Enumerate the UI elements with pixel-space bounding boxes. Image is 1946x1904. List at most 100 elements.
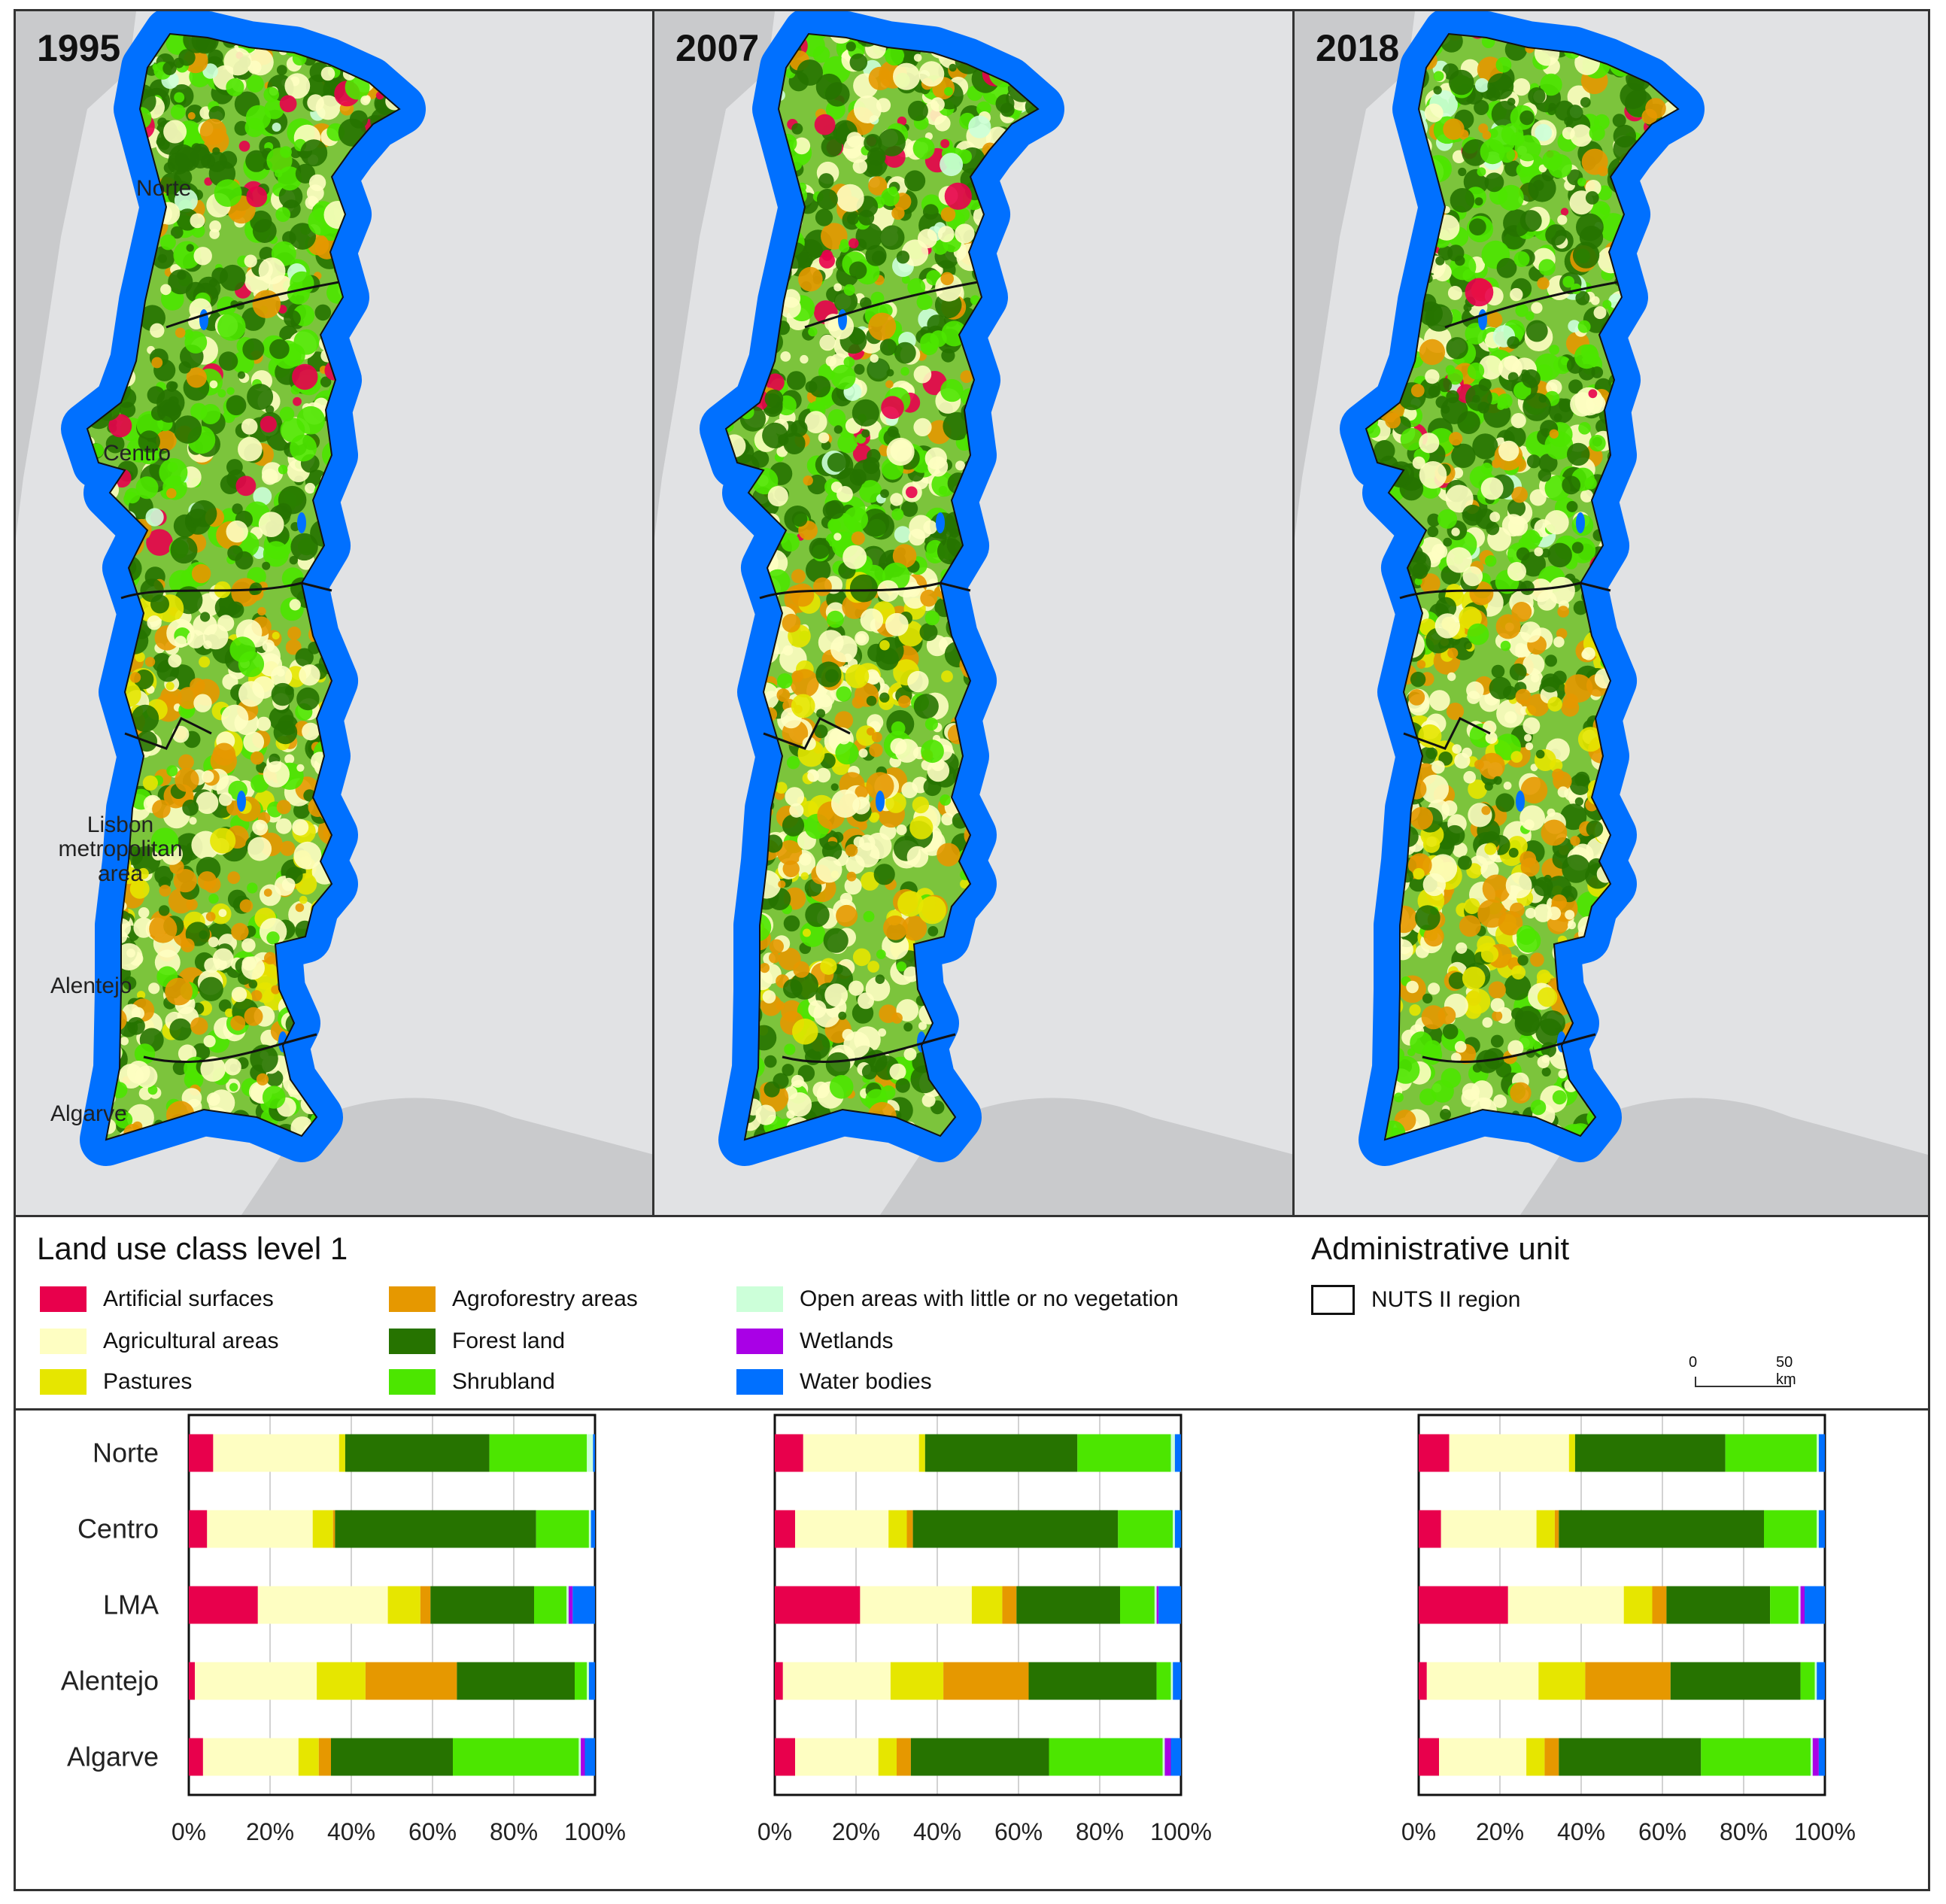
- land-cover-patch: [1463, 641, 1472, 650]
- land-cover-patch: [1482, 1017, 1493, 1028]
- land-cover-patch: [169, 381, 178, 390]
- land-cover-patch: [889, 1063, 906, 1080]
- land-cover-patch: [799, 852, 812, 866]
- land-cover-patch: [1519, 805, 1545, 831]
- land-cover-patch: [825, 500, 845, 519]
- land-cover-patch: [235, 551, 253, 570]
- land-cover-patch: [242, 338, 265, 360]
- land-cover-patch: [764, 1081, 780, 1098]
- land-cover-patch: [1552, 768, 1565, 781]
- land-cover-patch: [175, 327, 186, 339]
- land-cover-patch: [943, 411, 971, 441]
- land-cover-patch: [1428, 690, 1450, 711]
- land-cover-patch: [833, 425, 843, 434]
- land-cover-patch: [949, 63, 957, 72]
- land-cover-patch: [1540, 73, 1562, 96]
- land-cover-patch: [271, 985, 281, 995]
- land-cover-patch: [764, 389, 784, 408]
- land-cover-patch: [1456, 942, 1468, 954]
- land-cover-patch: [776, 1001, 785, 1010]
- land-cover-patch: [241, 956, 265, 980]
- land-cover-patch: [818, 173, 834, 189]
- land-cover-patch: [1519, 621, 1541, 643]
- land-cover-patch: [156, 137, 165, 147]
- land-cover-patch: [780, 351, 791, 362]
- land-cover-patch: [168, 144, 196, 172]
- figure-frame: 1995 Norte Centro Lisbon metropolitan ar…: [14, 9, 1930, 1891]
- land-cover-patch: [815, 73, 842, 100]
- land-cover-patch: [190, 402, 208, 421]
- land-cover-patch: [1490, 1034, 1504, 1048]
- land-cover-patch: [258, 257, 286, 284]
- land-cover-patch: [177, 270, 187, 280]
- land-cover-patch: [290, 533, 318, 561]
- land-cover-patch: [779, 296, 801, 319]
- land-cover-patch: [837, 433, 858, 454]
- land-cover-patch: [173, 241, 202, 269]
- land-cover-patch: [360, 96, 370, 105]
- land-cover-patch: [208, 105, 226, 123]
- land-cover-patch: [894, 739, 919, 763]
- land-cover-patch: [199, 930, 208, 940]
- land-cover-patch: [886, 369, 894, 377]
- land-cover-patch: [909, 815, 934, 840]
- land-cover-patch: [1447, 648, 1459, 659]
- land-cover-patch: [827, 453, 847, 472]
- land-cover-patch: [894, 342, 916, 364]
- land-cover-patch: [920, 589, 938, 607]
- land-cover-patch: [968, 115, 991, 138]
- land-cover-patch: [123, 976, 137, 990]
- land-cover-patch: [860, 608, 884, 632]
- land-cover-patch: [226, 520, 248, 543]
- ocean-gray: [16, 11, 136, 538]
- land-cover-patch: [126, 1061, 150, 1084]
- land-cover-patch: [867, 961, 879, 973]
- land-cover-patch: [816, 189, 838, 210]
- reservoir: [876, 791, 885, 812]
- land-cover-patch: [1577, 178, 1586, 187]
- land-cover-patch: [1444, 824, 1465, 846]
- land-cover-patch: [893, 62, 921, 90]
- land-cover-patch: [320, 376, 332, 387]
- land-cover-patch: [295, 648, 314, 667]
- land-cover-patch: [189, 817, 197, 825]
- land-cover-patch: [878, 129, 906, 156]
- land-cover-patch: [896, 251, 910, 264]
- nuts-border: [782, 1033, 956, 1064]
- land-cover-patch: [849, 238, 859, 249]
- land-cover-patch: [1547, 106, 1556, 115]
- land-cover-patch: [244, 1007, 263, 1026]
- land-cover-patch: [186, 367, 207, 388]
- land-cover-patch: [1447, 672, 1456, 682]
- land-cover-patch: [184, 1070, 204, 1090]
- land-cover-patch: [305, 482, 316, 494]
- land-cover-patch: [1409, 1004, 1421, 1016]
- land-cover-patch: [912, 796, 930, 814]
- land-cover-patch: [907, 670, 929, 693]
- land-cover-patch: [880, 489, 889, 498]
- land-cover-patch: [855, 843, 880, 868]
- land-cover-patch: [1531, 302, 1543, 314]
- map-year-label: 2007: [675, 27, 760, 69]
- land-cover-patch: [156, 430, 177, 451]
- region-label-algarve: Algarve: [50, 1101, 127, 1126]
- land-cover-patch: [868, 312, 897, 341]
- land-cover-patch: [851, 531, 865, 545]
- land-cover-patch: [168, 654, 182, 668]
- land-cover-patch: [842, 545, 867, 569]
- land-cover-patch: [791, 420, 808, 437]
- land-cover-patch: [166, 765, 178, 777]
- land-cover-patch: [879, 692, 890, 703]
- land-cover-patch: [287, 626, 302, 640]
- land-cover-patch: [1522, 717, 1541, 735]
- land-cover-patch: [238, 436, 263, 462]
- land-cover-patch: [138, 907, 150, 919]
- land-cover-patch: [781, 533, 800, 552]
- land-cover-patch: [169, 1018, 192, 1041]
- land-cover-patch: [178, 754, 194, 770]
- land-cover-patch: [271, 682, 294, 706]
- region-label-lisbon: Lisbon metropolitan area: [58, 812, 183, 886]
- land-cover-patch: [1385, 412, 1401, 429]
- land-cover-patch: [1467, 362, 1485, 380]
- land-cover-patch: [803, 928, 811, 937]
